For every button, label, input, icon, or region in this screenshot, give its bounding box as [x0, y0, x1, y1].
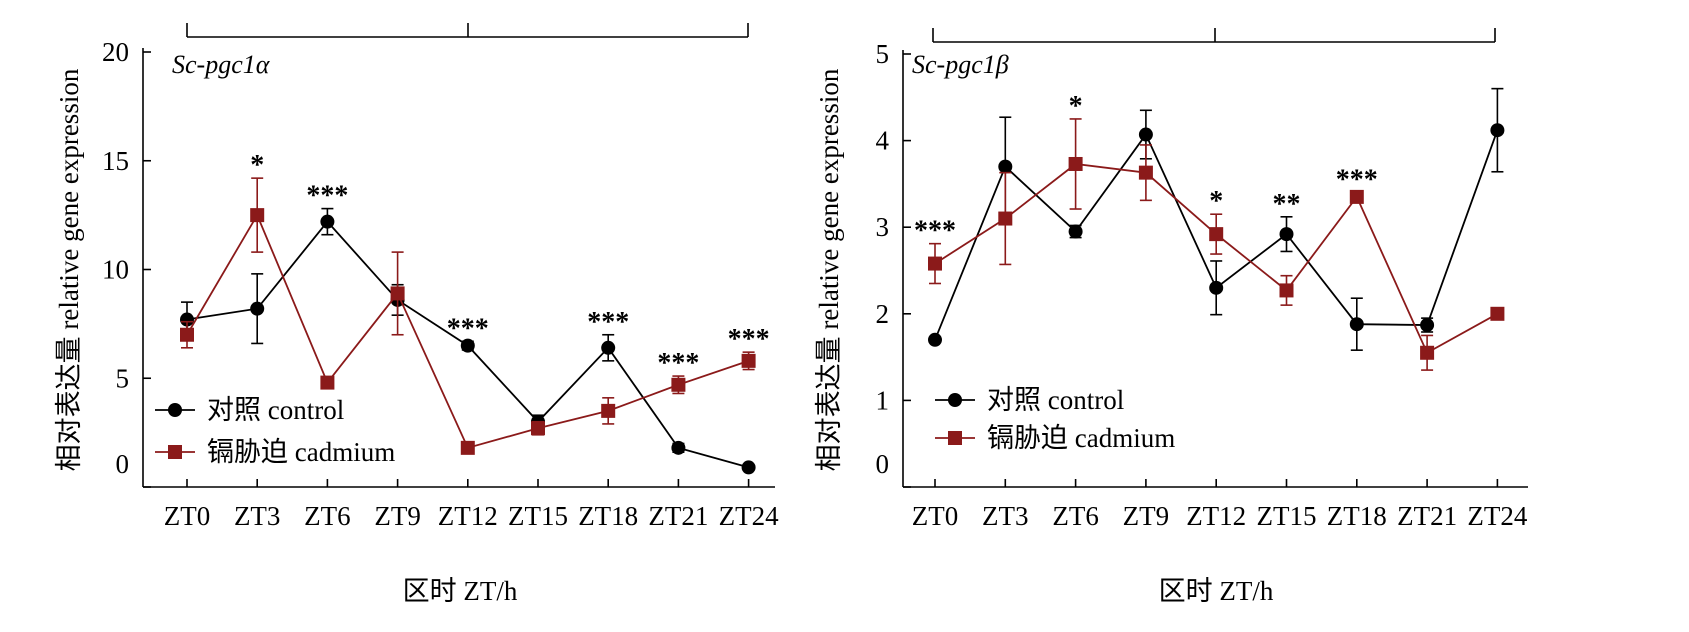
significance-label: ***: [447, 313, 489, 344]
y-axis-label: 相对表达量 relative gene expression: [814, 68, 844, 471]
significance-label: ***: [1336, 165, 1378, 196]
x-axis-label: 区时 ZT/h: [1159, 576, 1274, 606]
y-tick-label: 10: [102, 255, 129, 285]
data-point: [320, 375, 335, 390]
x-tick-label: ZT15: [508, 501, 568, 531]
y-tick-label: 5: [116, 363, 130, 393]
x-tick-label: ZT12: [438, 501, 498, 531]
y-tick-label: 3: [876, 212, 890, 242]
series-cadmium: [180, 177, 756, 455]
legend-marker: [948, 431, 962, 445]
y-tick-label: 15: [102, 146, 129, 176]
legend-marker: [168, 445, 182, 459]
y-tick-label: 20: [102, 37, 129, 67]
legend: 对照 control 镉胁迫 cadmium: [935, 385, 1175, 453]
legend: 对照 control 镉胁迫 cadmium: [155, 395, 395, 467]
significance-label: ***: [587, 307, 629, 338]
data-point: [1349, 189, 1364, 204]
x-tick-label: ZT0: [164, 501, 211, 531]
chart-panel-pgc1a: 相对表达量 relative gene expression 区时 ZT/h S…: [54, 23, 779, 606]
data-point: [1490, 306, 1505, 321]
data-point: [601, 340, 616, 355]
x-tick-label: ZT18: [1327, 501, 1387, 531]
y-axis-label: 相对表达量 relative gene expression: [54, 68, 84, 471]
data-point: [998, 211, 1013, 226]
data-point: [1209, 227, 1224, 242]
x-tick-label: ZT24: [1467, 501, 1527, 531]
x-tick-label: ZT15: [1257, 501, 1317, 531]
data-point: [531, 421, 545, 436]
significance-label: ***: [657, 348, 699, 379]
data-point: [1279, 283, 1294, 298]
data-point: [1490, 123, 1505, 138]
data-point: [928, 256, 942, 271]
x-axis-label: 区时 ZT/h: [403, 576, 518, 606]
data-point: [601, 403, 616, 418]
y-tick-label: 1: [876, 385, 890, 415]
x-tick-label: ZT24: [719, 501, 779, 531]
significance-label: *: [1209, 186, 1223, 217]
y-tick-label: 0: [116, 449, 130, 479]
data-point: [1279, 227, 1294, 242]
data-point: [460, 440, 475, 455]
data-point: [1068, 224, 1083, 239]
x-tick-label: ZT21: [1397, 501, 1457, 531]
significance-label: ***: [306, 181, 348, 212]
data-point: [671, 377, 686, 392]
data-point: [320, 214, 335, 229]
x-tick-label: ZT18: [578, 501, 638, 531]
legend-label: 镉胁迫 cadmium: [207, 437, 395, 467]
data-point: [180, 312, 194, 327]
data-point: [250, 208, 265, 223]
data-point: [1209, 280, 1224, 295]
significance-label: *: [1069, 91, 1083, 122]
significance-label: ***: [914, 216, 956, 247]
x-tick-label: ZT12: [1186, 501, 1246, 531]
legend-marker: [948, 393, 962, 407]
significance-label: ***: [728, 324, 770, 355]
y-tick-label: 4: [876, 126, 890, 156]
x-tick-label: ZT0: [912, 501, 959, 531]
y-tick-label: 2: [876, 299, 890, 329]
x-tick-label: ZT3: [234, 501, 281, 531]
x-tick-label: ZT9: [1123, 501, 1170, 531]
chart-panel-pgc1b: 相对表达量 relative gene expression 区时 ZT/h S…: [814, 28, 1528, 606]
data-point: [1138, 127, 1153, 142]
legend-label: 镉胁迫 cadmium: [987, 423, 1175, 453]
legend-label: 对照 control: [987, 385, 1124, 415]
data-point: [1138, 165, 1153, 180]
series-cadmium: [928, 118, 1505, 371]
data-point: [1349, 317, 1364, 332]
significance-label: **: [1273, 189, 1301, 220]
chart-title: Sc-pgc1α: [172, 50, 271, 79]
chart-title: Sc-pgc1β: [912, 50, 1009, 79]
data-point: [671, 440, 686, 455]
data-point: [928, 332, 942, 347]
legend-label: 对照 control: [207, 395, 344, 425]
x-tick-label: ZT9: [374, 501, 421, 531]
data-point: [998, 159, 1013, 174]
x-tick-label: ZT21: [648, 501, 708, 531]
significance-label: *: [250, 150, 264, 181]
data-point: [1420, 345, 1435, 360]
series-control: [928, 87, 1505, 351]
data-point: [460, 338, 475, 353]
data-point: [741, 353, 756, 368]
data-point: [390, 286, 405, 301]
data-point: [741, 460, 756, 475]
x-tick-label: ZT3: [982, 501, 1029, 531]
data-point: [1420, 318, 1435, 333]
y-tick-label: 5: [876, 39, 890, 69]
legend-marker: [168, 403, 182, 417]
data-point: [250, 301, 265, 316]
data-point: [180, 327, 194, 342]
y-tick-label: 0: [876, 449, 890, 479]
x-tick-label: ZT6: [1052, 501, 1099, 531]
data-point: [1068, 156, 1083, 171]
x-tick-label: ZT6: [304, 501, 351, 531]
